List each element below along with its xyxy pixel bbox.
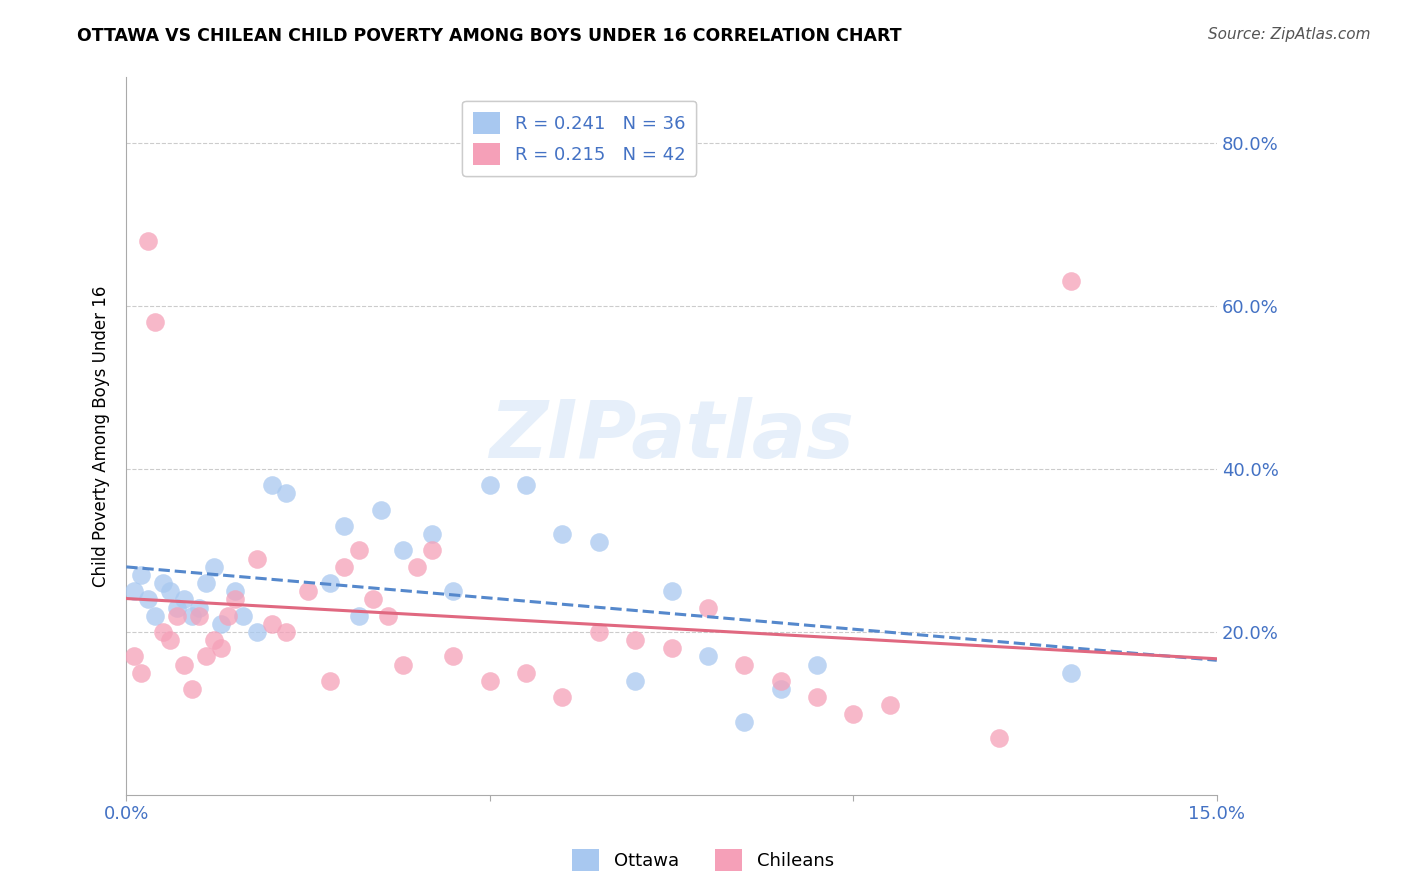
Point: [333, 519, 356, 533]
Point: [166, 600, 188, 615]
Point: [136, 592, 159, 607]
Point: [806, 657, 828, 672]
Point: [145, 315, 167, 329]
Point: [551, 690, 574, 705]
Point: [696, 649, 718, 664]
Point: [246, 551, 269, 566]
Text: Source: ZipAtlas.com: Source: ZipAtlas.com: [1208, 27, 1371, 42]
Point: [319, 673, 342, 688]
Point: [173, 592, 195, 607]
Point: [209, 641, 232, 656]
Point: [406, 559, 429, 574]
Point: [347, 608, 370, 623]
Point: [733, 714, 755, 729]
Point: [122, 649, 145, 664]
Point: [661, 584, 683, 599]
Point: [588, 535, 610, 549]
Point: [246, 624, 269, 639]
Point: [224, 592, 246, 607]
Point: [202, 633, 225, 648]
Point: [769, 681, 792, 696]
Point: [152, 624, 174, 639]
Point: [333, 559, 356, 574]
Point: [276, 624, 298, 639]
Text: OTTAWA VS CHILEAN CHILD POVERTY AMONG BOYS UNDER 16 CORRELATION CHART: OTTAWA VS CHILEAN CHILD POVERTY AMONG BO…: [77, 27, 903, 45]
Point: [173, 657, 195, 672]
Point: [166, 608, 188, 623]
Point: [515, 478, 537, 492]
Point: [588, 624, 610, 639]
Point: [987, 731, 1010, 745]
Point: [1060, 665, 1083, 680]
Point: [661, 641, 683, 656]
Point: [159, 584, 181, 599]
Point: [515, 665, 537, 680]
Point: [202, 559, 225, 574]
Point: [159, 633, 181, 648]
Point: [260, 616, 283, 631]
Point: [180, 608, 202, 623]
Point: [420, 543, 443, 558]
Point: [232, 608, 254, 623]
Point: [180, 681, 202, 696]
Point: [129, 665, 152, 680]
Point: [188, 608, 211, 623]
Point: [129, 567, 152, 582]
Point: [1060, 274, 1083, 288]
Point: [224, 584, 246, 599]
Point: [319, 576, 342, 591]
Point: [152, 576, 174, 591]
Point: [806, 690, 828, 705]
Legend: R = 0.241   N = 36, R = 0.215   N = 42: R = 0.241 N = 36, R = 0.215 N = 42: [463, 101, 696, 176]
Point: [879, 698, 901, 713]
Legend: Ottawa, Chileans: Ottawa, Chileans: [565, 842, 841, 879]
Point: [195, 649, 218, 664]
Point: [209, 616, 232, 631]
Point: [842, 706, 865, 721]
Point: [122, 584, 145, 599]
Point: [363, 592, 385, 607]
Point: [370, 502, 392, 516]
Point: [217, 608, 239, 623]
Point: [551, 527, 574, 541]
Point: [297, 584, 319, 599]
Point: [733, 657, 755, 672]
Point: [696, 600, 718, 615]
Text: ZIPatlas: ZIPatlas: [489, 397, 853, 475]
Point: [188, 600, 211, 615]
Point: [391, 657, 413, 672]
Point: [478, 478, 501, 492]
Point: [443, 584, 465, 599]
Point: [136, 234, 159, 248]
Point: [276, 486, 298, 500]
Point: [624, 633, 647, 648]
Point: [420, 527, 443, 541]
Point: [347, 543, 370, 558]
Point: [769, 673, 792, 688]
Point: [478, 673, 501, 688]
Point: [260, 478, 283, 492]
Point: [624, 673, 647, 688]
Point: [145, 608, 167, 623]
Point: [195, 576, 218, 591]
Y-axis label: Child Poverty Among Boys Under 16: Child Poverty Among Boys Under 16: [93, 285, 110, 587]
Point: [391, 543, 413, 558]
Point: [443, 649, 465, 664]
Point: [377, 608, 399, 623]
